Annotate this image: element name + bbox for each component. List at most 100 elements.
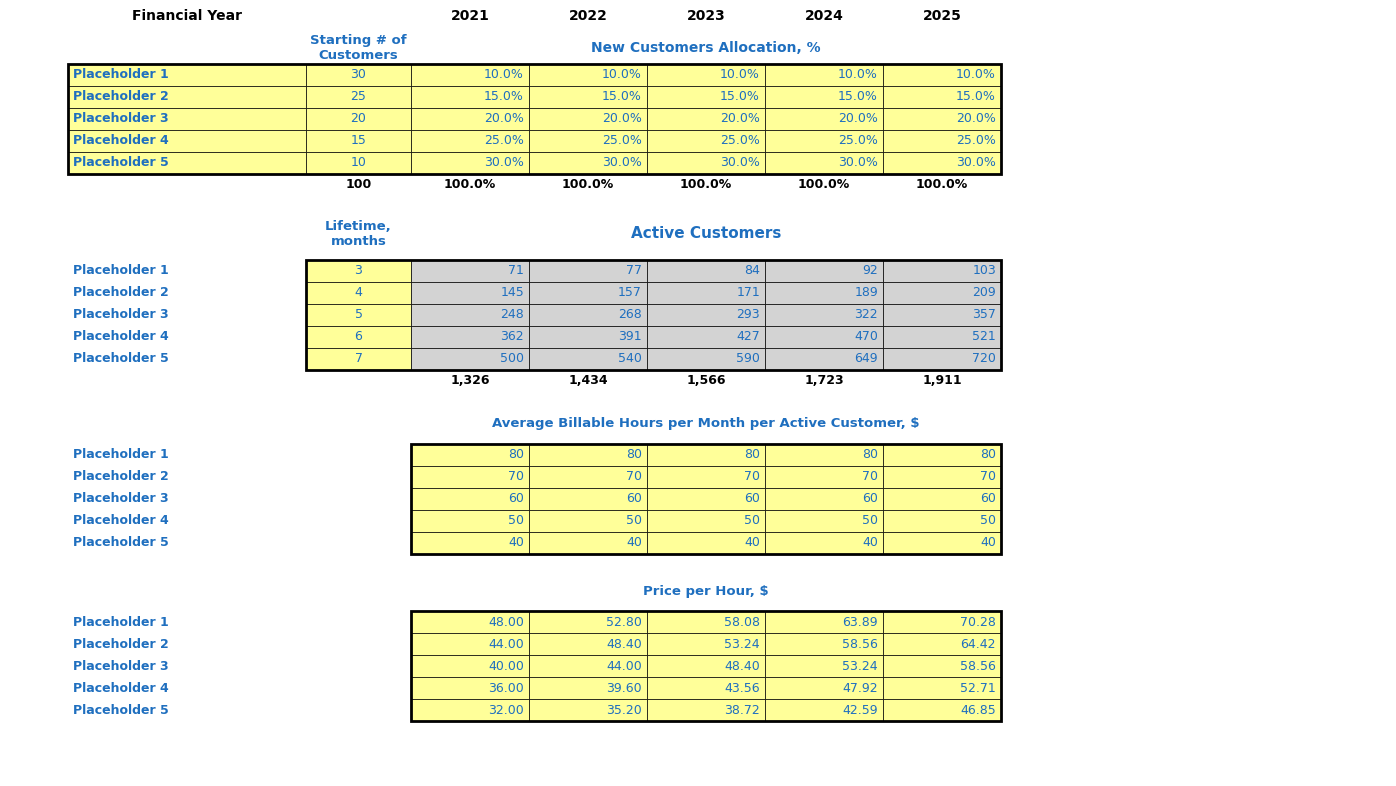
Bar xyxy=(646,64,765,86)
Text: 40: 40 xyxy=(744,537,759,549)
Text: 293: 293 xyxy=(736,308,759,321)
Bar xyxy=(529,510,646,532)
Text: 521: 521 xyxy=(972,330,995,343)
Text: 39.60: 39.60 xyxy=(606,681,642,695)
Text: 92: 92 xyxy=(863,265,878,277)
Bar xyxy=(646,466,765,488)
Text: Price per Hour, $: Price per Hour, $ xyxy=(644,585,769,597)
Text: 42.59: 42.59 xyxy=(842,703,878,717)
Text: 58.56: 58.56 xyxy=(960,659,995,673)
Text: 4: 4 xyxy=(355,287,363,299)
Text: 3: 3 xyxy=(355,265,363,277)
Bar xyxy=(410,304,529,326)
Bar xyxy=(529,699,646,721)
Text: 35.20: 35.20 xyxy=(606,703,642,717)
Text: 30.0%: 30.0% xyxy=(484,156,524,170)
Bar xyxy=(529,326,646,348)
Text: 60: 60 xyxy=(980,493,995,505)
Bar xyxy=(884,130,1001,152)
Text: 100.0%: 100.0% xyxy=(799,178,850,192)
Text: 77: 77 xyxy=(625,265,642,277)
Text: 80: 80 xyxy=(625,449,642,461)
Bar xyxy=(410,108,529,130)
Text: Placeholder 3: Placeholder 3 xyxy=(73,659,169,673)
Bar xyxy=(646,488,765,510)
Bar xyxy=(884,64,1001,86)
Text: Placeholder 3: Placeholder 3 xyxy=(73,493,169,505)
Text: 25.0%: 25.0% xyxy=(602,134,642,148)
Text: 2025: 2025 xyxy=(923,9,962,23)
Text: 649: 649 xyxy=(854,352,878,365)
Text: Placeholder 3: Placeholder 3 xyxy=(73,308,169,321)
Text: 40: 40 xyxy=(863,537,878,549)
Bar xyxy=(410,282,529,304)
Text: 70: 70 xyxy=(508,471,524,483)
Bar xyxy=(68,532,306,554)
Bar xyxy=(529,86,646,108)
Text: 100.0%: 100.0% xyxy=(561,178,614,192)
Bar xyxy=(306,64,410,86)
Text: Placeholder 1: Placeholder 1 xyxy=(73,265,169,277)
Text: 500: 500 xyxy=(500,352,524,365)
Text: 171: 171 xyxy=(736,287,759,299)
Text: 63.89: 63.89 xyxy=(842,615,878,629)
Text: 1,434: 1,434 xyxy=(568,374,607,387)
Text: 50: 50 xyxy=(744,515,759,527)
Text: 20.0%: 20.0% xyxy=(838,112,878,126)
Text: 100.0%: 100.0% xyxy=(444,178,496,192)
Text: 25.0%: 25.0% xyxy=(484,134,524,148)
Text: 32.00: 32.00 xyxy=(489,703,524,717)
Bar xyxy=(646,510,765,532)
Bar xyxy=(68,466,306,488)
Text: 103: 103 xyxy=(972,265,995,277)
Text: 70.28: 70.28 xyxy=(960,615,995,629)
Bar xyxy=(529,488,646,510)
Text: 590: 590 xyxy=(736,352,759,365)
Text: 10.0%: 10.0% xyxy=(602,68,642,82)
Bar xyxy=(68,348,306,370)
Bar xyxy=(646,677,765,699)
Text: 5: 5 xyxy=(355,308,363,321)
Bar xyxy=(410,611,529,633)
Text: 60: 60 xyxy=(744,493,759,505)
Bar xyxy=(306,348,410,370)
Bar xyxy=(529,466,646,488)
Text: 357: 357 xyxy=(972,308,995,321)
Bar xyxy=(884,510,1001,532)
Bar xyxy=(410,510,529,532)
Text: Placeholder 2: Placeholder 2 xyxy=(73,637,169,651)
Bar xyxy=(884,466,1001,488)
Bar xyxy=(646,633,765,655)
Text: 25.0%: 25.0% xyxy=(838,134,878,148)
Text: 15.0%: 15.0% xyxy=(956,90,995,104)
Bar xyxy=(529,532,646,554)
Bar xyxy=(529,64,646,86)
Text: 15.0%: 15.0% xyxy=(720,90,759,104)
Bar xyxy=(410,532,529,554)
Text: 58.08: 58.08 xyxy=(725,615,759,629)
Bar xyxy=(765,108,884,130)
Text: 48.40: 48.40 xyxy=(725,659,759,673)
Text: Placeholder 1: Placeholder 1 xyxy=(73,449,169,461)
Bar xyxy=(884,655,1001,677)
Bar xyxy=(68,130,306,152)
Bar xyxy=(68,677,306,699)
Text: 248: 248 xyxy=(500,308,524,321)
Text: Placeholder 5: Placeholder 5 xyxy=(73,156,169,170)
Text: 391: 391 xyxy=(618,330,642,343)
Bar xyxy=(529,677,646,699)
Text: 30.0%: 30.0% xyxy=(602,156,642,170)
Bar xyxy=(884,152,1001,174)
Text: 322: 322 xyxy=(854,308,878,321)
Text: Placeholder 4: Placeholder 4 xyxy=(73,134,169,148)
Bar xyxy=(306,326,410,348)
Bar xyxy=(646,282,765,304)
Bar xyxy=(765,510,884,532)
Bar xyxy=(410,677,529,699)
Text: 362: 362 xyxy=(500,330,524,343)
Text: 189: 189 xyxy=(854,287,878,299)
Text: 50: 50 xyxy=(625,515,642,527)
Bar xyxy=(410,348,529,370)
Text: 20.0%: 20.0% xyxy=(956,112,995,126)
Bar xyxy=(410,488,529,510)
